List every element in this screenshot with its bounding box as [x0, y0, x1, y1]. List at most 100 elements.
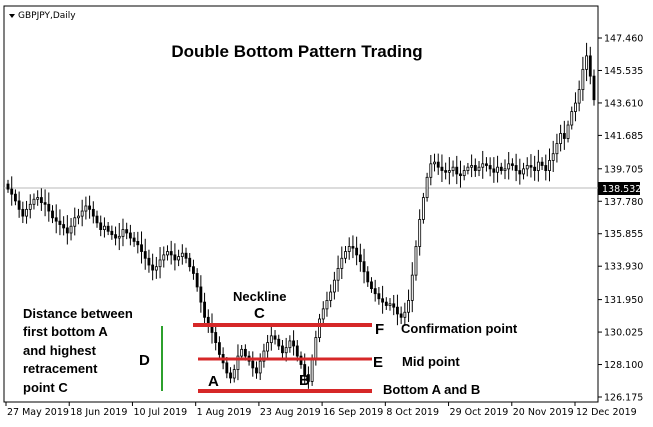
y-tick-label: 147.460	[604, 34, 643, 45]
candle-body	[459, 173, 462, 177]
x-tick-label: 18 Jun 2019	[70, 407, 127, 418]
candle-body	[117, 235, 121, 239]
candle-body	[54, 217, 58, 222]
candle-body	[84, 205, 88, 212]
candle-body	[425, 176, 429, 198]
x-tick-label: 23 Aug 2019	[260, 407, 321, 418]
x-tick-label: 8 Oct 2019	[386, 407, 439, 418]
candle-body	[288, 340, 292, 349]
candle-body	[496, 166, 499, 173]
candle-body	[151, 264, 155, 271]
candle-body	[62, 224, 66, 229]
candle-body	[325, 300, 329, 310]
candle-body	[407, 300, 410, 313]
symbol-dropdown-icon[interactable]	[9, 14, 15, 18]
candle-body	[522, 168, 525, 175]
candle-body	[195, 273, 199, 288]
candle-body	[106, 225, 110, 232]
candle-body	[277, 338, 281, 347]
candle-body	[166, 251, 169, 256]
label-e: E	[373, 354, 383, 371]
distance-note-line-4: retracement	[23, 361, 98, 376]
y-tick-label: 141.685	[604, 131, 643, 142]
distance-note-line-1: Distance between	[23, 306, 133, 321]
candle-body	[555, 143, 559, 155]
candle-body	[269, 335, 273, 344]
candle-body	[440, 166, 444, 171]
y-tick-label: 131.950	[604, 295, 643, 306]
candle-body	[485, 163, 488, 166]
candle-body	[188, 257, 192, 268]
x-tick-label: 20 Nov 2019	[513, 407, 574, 418]
label-b: B	[299, 372, 310, 389]
y-tick-label: 139.705	[604, 164, 643, 175]
y-tick-label: 130.025	[604, 328, 643, 339]
candle-body	[251, 360, 255, 369]
candle-body	[284, 347, 288, 354]
candle-body	[240, 348, 244, 357]
symbol-label: GBPJPY,Daily	[18, 11, 76, 21]
distance-note-line-3: and highest	[23, 343, 97, 358]
candle-body	[574, 102, 577, 112]
candle-body	[65, 227, 69, 234]
candle-body	[355, 247, 359, 256]
candle-body	[451, 166, 455, 171]
current-price-box	[598, 182, 640, 195]
x-tick-label: 12 Dec 2019	[576, 407, 637, 418]
candle-body	[103, 225, 106, 231]
candle-body	[28, 203, 32, 210]
candle-body	[99, 222, 103, 231]
candle-body	[577, 89, 581, 104]
candle-body	[110, 230, 114, 236]
candle-body	[503, 168, 507, 171]
label-d: D	[139, 352, 150, 369]
candle-body	[128, 232, 132, 239]
candle-body	[533, 166, 537, 171]
chart-title: Double Bottom Pattern Trading	[171, 42, 422, 61]
candle-body	[143, 251, 147, 259]
candle-body	[344, 251, 347, 259]
neckline-label: Neckline	[233, 289, 286, 304]
candle-body	[418, 219, 422, 247]
candle-body	[95, 215, 99, 224]
candle-body	[295, 345, 299, 357]
current-price-label: 138.532	[602, 184, 641, 195]
candle-body	[192, 266, 195, 274]
candle-body	[421, 197, 425, 220]
candle-body	[429, 163, 433, 178]
candle-body	[91, 208, 95, 217]
candle-body	[180, 252, 184, 257]
candle-body	[158, 259, 162, 268]
candle-body	[88, 205, 92, 210]
candle-body	[373, 288, 377, 295]
candle-body	[25, 208, 28, 217]
plot-frame	[3, 5, 599, 403]
candle-body	[21, 208, 25, 217]
candle-body	[303, 364, 307, 376]
candle-body	[329, 291, 333, 301]
candle-body	[570, 111, 574, 126]
candle-body	[447, 170, 451, 173]
candle-body	[262, 350, 266, 362]
candle-body	[396, 306, 399, 315]
candle-body	[403, 311, 407, 318]
candle-body	[255, 367, 258, 374]
distance-note-line-5: point C	[23, 380, 68, 395]
candle-body	[433, 161, 436, 165]
candle-body	[32, 198, 36, 205]
mid-point-label: Mid point	[402, 354, 460, 369]
candle-body	[410, 274, 414, 301]
candle-body	[281, 345, 284, 354]
candle-body	[43, 202, 47, 205]
candle-body	[318, 318, 321, 338]
candle-body	[514, 165, 518, 171]
candle-body	[481, 163, 485, 168]
candle-body	[358, 254, 362, 263]
x-tick-label: 29 Oct 2019	[450, 407, 509, 418]
candle-body	[499, 166, 503, 171]
candle-body	[58, 220, 62, 225]
candle-body	[529, 165, 533, 168]
y-tick-label: 128.100	[604, 360, 643, 371]
candle-body	[173, 254, 177, 261]
